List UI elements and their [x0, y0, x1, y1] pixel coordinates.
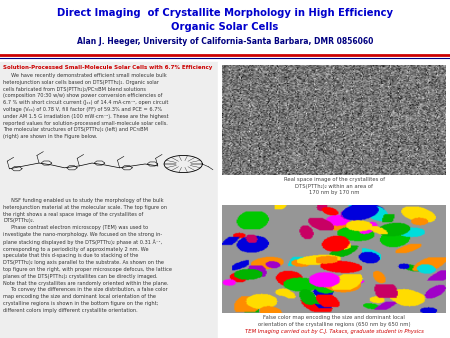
Bar — [0, 62, 218, 338]
Text: Real space image of the crystallites of
DTS(PTTh₂)₂ within an area of
170 nm by : Real space image of the crystallites of … — [284, 177, 384, 195]
Text: We have recently demonstrated efficient small molecule bulk
heterojunction solar: We have recently demonstrated efficient … — [3, 73, 168, 139]
Text: Solution-Processed Small-Molecule Solar Cells with 6.7% Efficiency: Solution-Processed Small-Molecule Solar … — [3, 65, 212, 70]
Text: Organic Solar Cells: Organic Solar Cells — [171, 22, 279, 32]
Text: False color map encoding the size and dominant local
orientation of the crystall: False color map encoding the size and do… — [258, 315, 410, 327]
Text: TEM Imaging carried out by C.J. Takacs, graduate student in Physics: TEM Imaging carried out by C.J. Takacs, … — [244, 329, 423, 334]
Text: NSF funding enabled us to study the morphology of the bulk
heterojunction materi: NSF funding enabled us to study the morp… — [3, 198, 172, 313]
Text: Alan J. Heeger, University of California-Santa Barbara, DMR 0856060: Alan J. Heeger, University of California… — [77, 37, 373, 46]
Bar — [0, 0, 450, 62]
Text: Direct Imaging  of Crystallite Morphology in High Efficiency: Direct Imaging of Crystallite Morphology… — [57, 8, 393, 18]
Bar — [218, 62, 450, 338]
